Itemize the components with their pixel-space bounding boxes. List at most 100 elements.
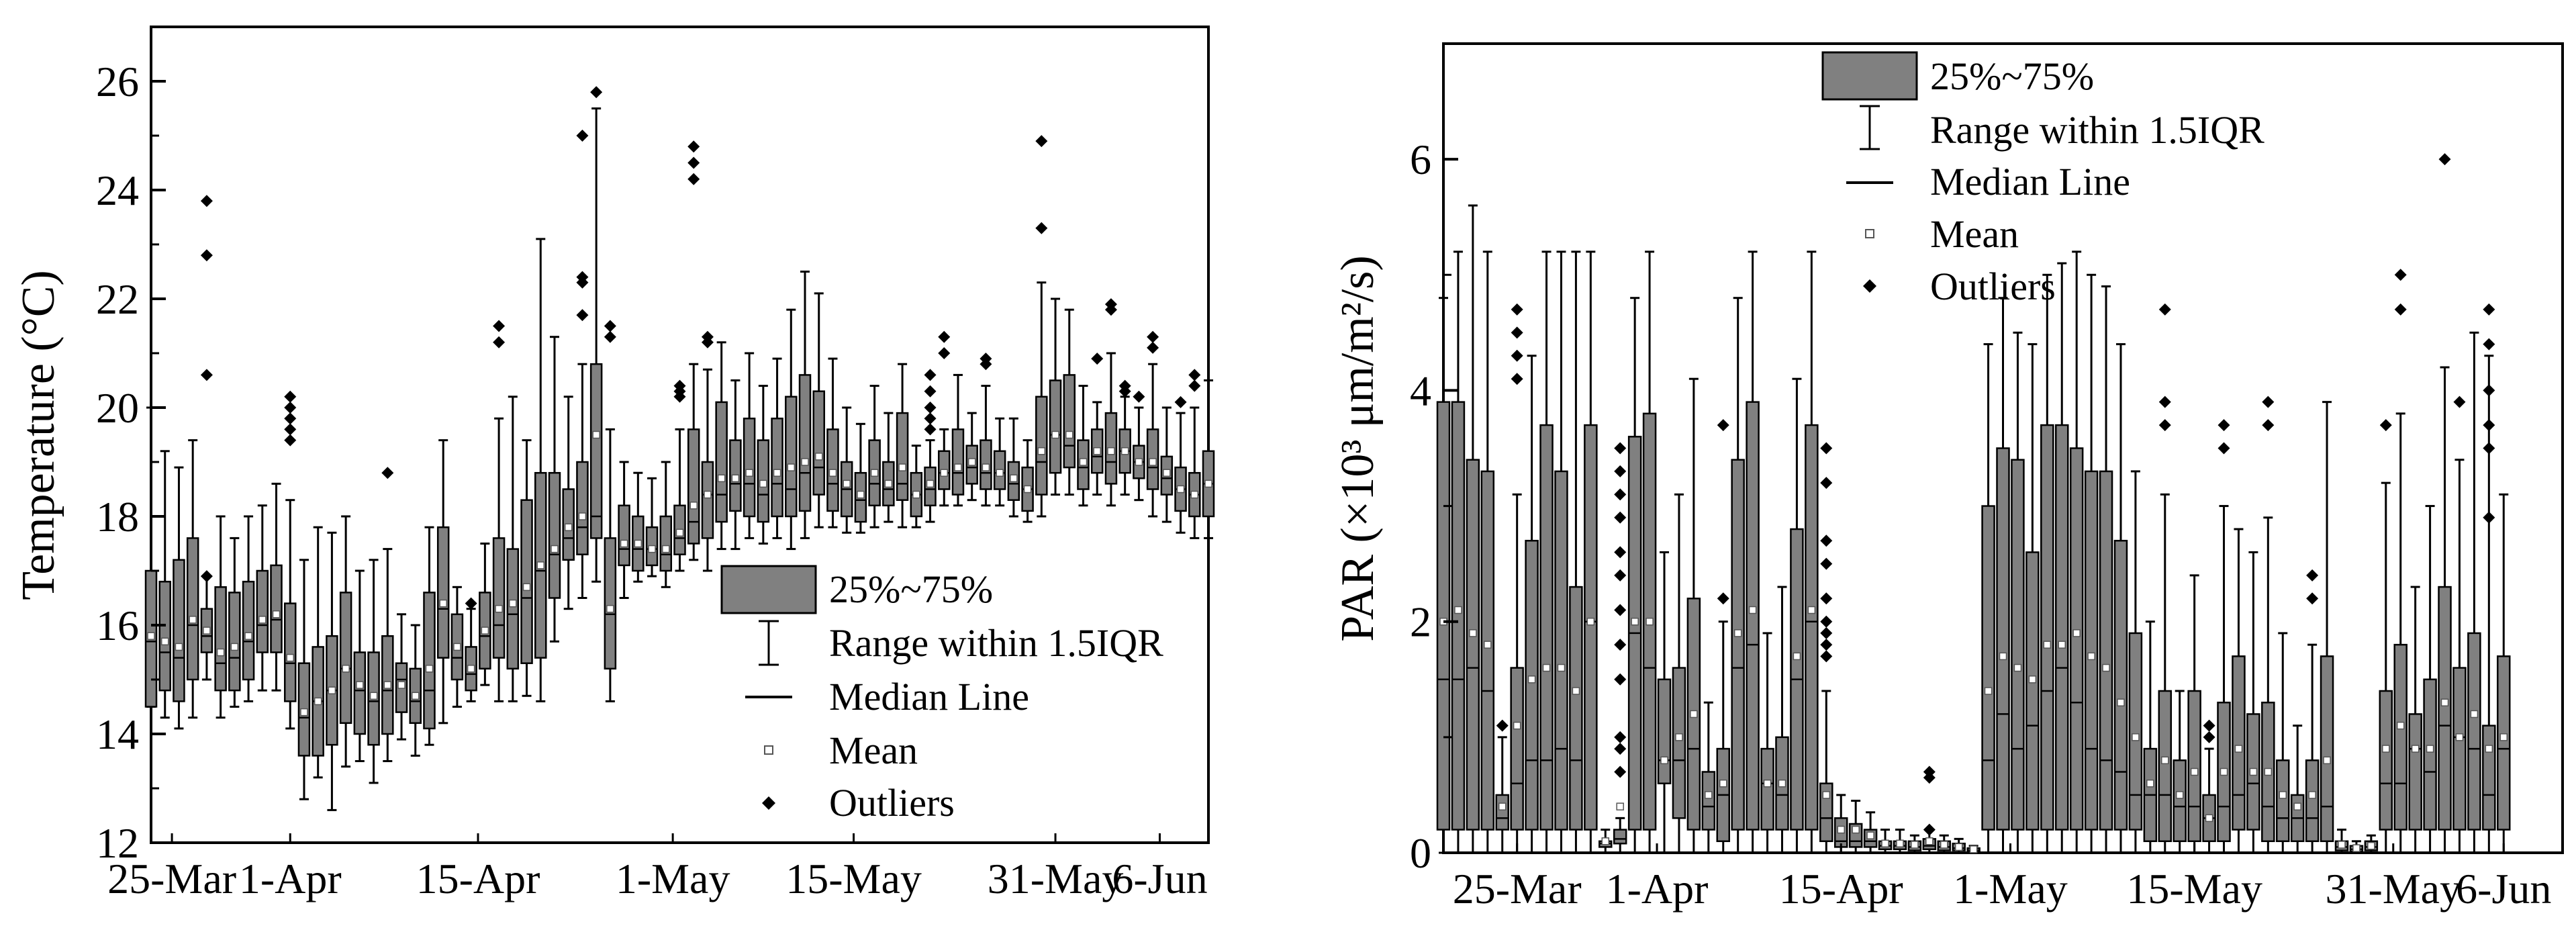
- par-mean-marker: [2234, 745, 2243, 753]
- par-mean-marker: [2264, 768, 2273, 776]
- par-mean-marker: [2146, 779, 2154, 788]
- temperature-box-iqr: [1035, 396, 1048, 496]
- par-box-iqr: [2497, 655, 2511, 831]
- par-mean-marker: [2072, 629, 2081, 637]
- temperature-x-tick-label: 25-Mar: [107, 855, 236, 902]
- temperature-box-56: [924, 369, 937, 523]
- par-y-axis: 0 2 4 6: [1410, 136, 1458, 877]
- temperature-outlier: [701, 330, 714, 343]
- par-box-iqr: [2276, 759, 2290, 843]
- par-box-31: [1893, 829, 1907, 854]
- temperature-box-9: [270, 482, 283, 692]
- temperature-mean-marker: [412, 692, 420, 700]
- temperature-box-71: [1133, 390, 1145, 502]
- par-mean-marker: [1454, 606, 1462, 614]
- par-outlier: [1820, 615, 1833, 628]
- par-outlier: [1511, 373, 1523, 385]
- temperature-box-6: [228, 537, 241, 708]
- temperature-box-16: [367, 559, 380, 784]
- par-box-47: [2128, 470, 2143, 854]
- par-mean-marker: [2087, 652, 2095, 661]
- temperature-mean-marker: [1023, 485, 1032, 494]
- par-outlier: [2483, 384, 2495, 397]
- par-mean-marker: [1984, 687, 1993, 695]
- par-outlier: [1820, 477, 1833, 490]
- temperature-y-tick-label: 22: [96, 275, 139, 323]
- temperature-mean-marker: [1163, 469, 1171, 477]
- par-mean-marker: [2102, 663, 2110, 672]
- par-box-iqr: [2069, 447, 2084, 831]
- par-box-51: [2187, 574, 2201, 854]
- temperature-mean-marker: [1093, 447, 1101, 455]
- par-outlier: [2394, 269, 2407, 281]
- temperature-mean-marker: [383, 681, 392, 689]
- par-outlier: [2217, 442, 2230, 455]
- temperature-mean-marker: [675, 528, 684, 537]
- temperature-outlier: [673, 379, 686, 392]
- temperature-box-44: [757, 385, 770, 545]
- temperature-y-tick-label: 12: [96, 819, 139, 867]
- temperature-outlier: [493, 336, 506, 348]
- temperature-y-tick-label: 14: [96, 710, 139, 758]
- par-box-4: [1495, 719, 1509, 854]
- temperature-box-62: [1007, 417, 1020, 518]
- temperature-mean-marker: [704, 490, 712, 499]
- par-x-tick-label: 15-Apr: [1779, 865, 1903, 913]
- par-box-20: [1731, 297, 1745, 854]
- par-box-33: [1922, 765, 1937, 854]
- par-mean-marker: [2161, 756, 2169, 765]
- par-mean-marker: [2426, 745, 2434, 753]
- temperature-outlier: [924, 402, 937, 414]
- par-legend-box-swatch: [1821, 51, 1918, 101]
- temperature-box-iqr: [785, 396, 798, 518]
- temperature-mean-marker: [175, 643, 183, 651]
- temperature-outlier: [1091, 353, 1104, 365]
- temperature-box-63: [1021, 439, 1034, 523]
- temperature-outlier: [1188, 369, 1201, 381]
- temperature-box-24: [479, 543, 491, 686]
- temperature-box-iqr: [1063, 374, 1076, 469]
- par-mean-marker: [2190, 768, 2199, 776]
- temperature-legend-mean-symbol: [764, 745, 773, 755]
- temperature-mean-marker: [898, 463, 906, 471]
- par-box-65: [2393, 269, 2407, 854]
- temperature-mean-marker: [926, 479, 935, 488]
- temperature-mean-marker: [1037, 447, 1046, 455]
- par-mean-marker: [2175, 791, 2184, 799]
- par-box-49: [2158, 303, 2173, 854]
- temperature-box-iqr: [506, 548, 520, 670]
- par-mean-marker: [2058, 641, 2066, 649]
- par-box-19: [1716, 419, 1730, 854]
- temperature-mean-marker: [1051, 430, 1059, 439]
- par-box-60: [2320, 401, 2334, 854]
- par-outlier: [1511, 349, 1523, 362]
- temperature-legend-whisker-symbol: [759, 620, 779, 666]
- par-legend-mean-symbol: [1865, 229, 1874, 238]
- par-box-61: [2334, 829, 2349, 854]
- par-mean-marker: [1705, 791, 1713, 799]
- temperature-box-39: [687, 140, 700, 561]
- par-box-36: [1966, 845, 1981, 854]
- temperature-outlier: [576, 309, 589, 322]
- temperature-box-iqr: [715, 401, 728, 523]
- par-box-50: [2173, 690, 2187, 854]
- temperature-box-55: [910, 445, 923, 528]
- par-box-70: [2467, 331, 2481, 854]
- par-y-tick-label: 2: [1410, 598, 1431, 646]
- temperature-mean-marker: [258, 616, 267, 624]
- par-x-tick-label: 1-May: [1953, 865, 2068, 913]
- temperature-legend-mean-label: Mean: [829, 729, 918, 772]
- temperature-box-iqr: [896, 412, 909, 501]
- par-outlier: [1614, 639, 1627, 651]
- temperature-legend-outlier-label: Outliers: [829, 781, 955, 825]
- temperature-box-61: [993, 417, 1006, 507]
- temperature-mean-marker: [314, 697, 322, 706]
- temperature-box-53: [882, 412, 895, 523]
- par-mean-marker: [2028, 676, 2037, 684]
- par-x-tick-label: 6-Jun: [2456, 865, 2551, 913]
- temperature-mean-marker: [1204, 479, 1212, 488]
- par-outlier: [2453, 396, 2466, 408]
- par-mean-marker: [1852, 825, 1860, 834]
- temperature-legend-outlier-symbol: [762, 796, 775, 810]
- par-outlier: [2394, 303, 2407, 316]
